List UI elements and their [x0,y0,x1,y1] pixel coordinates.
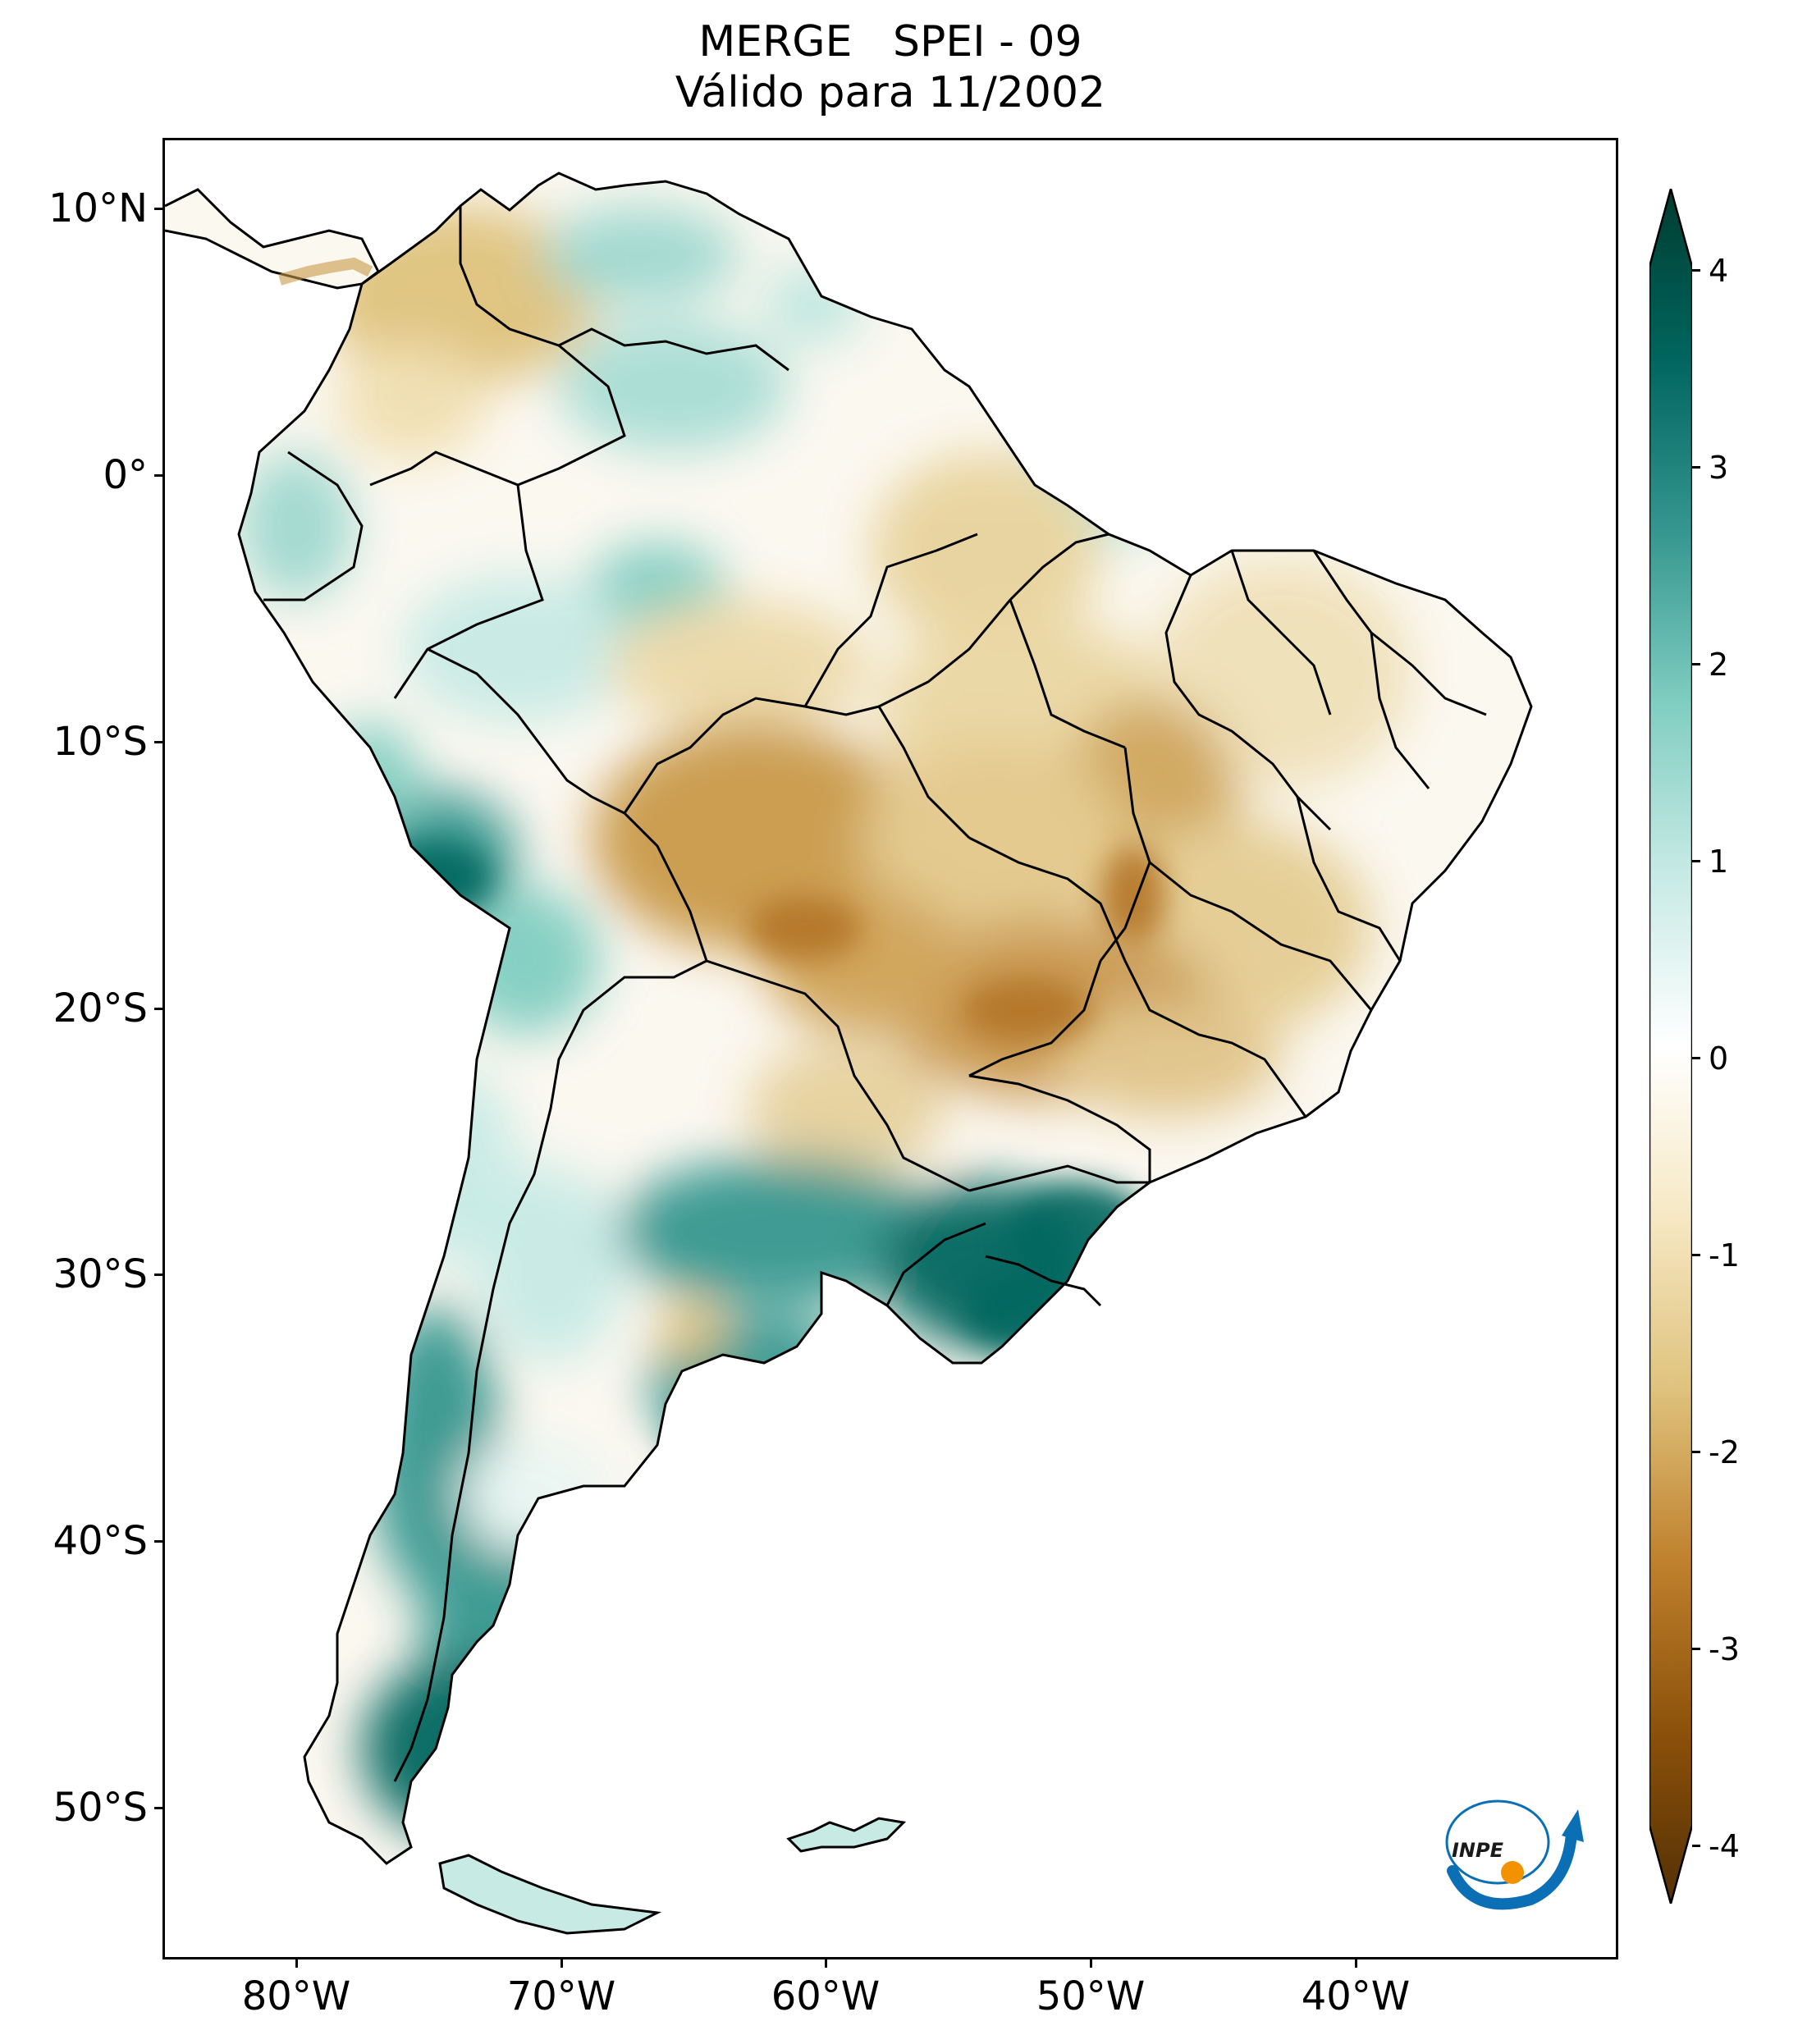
falkland-islands [786,1817,907,1853]
cbar-tick [1692,1057,1700,1059]
cbar-label-4: 4 [1709,253,1729,289]
ytick-mark [154,741,162,743]
ytick-mark [154,1540,162,1543]
political-borders [263,206,1487,1782]
cbar-label-neg1: -1 [1709,1237,1740,1273]
ytick-label-30s: 30°S [53,1251,148,1297]
cbar-tick [1692,1845,1700,1847]
ytick-label-0: 0° [103,452,148,498]
ytick-mark [154,1008,162,1010]
xtick-label-50w: 50°W [1036,1973,1146,2019]
map-title: MERGE SPEI - 09 Válido para 11/2002 [162,16,1618,118]
cbar-label-neg3: -3 [1709,1631,1740,1667]
cbar-tick [1692,466,1700,469]
ytick-mark [154,1807,162,1809]
spei-map-canvas [165,171,1533,1935]
title-line-2: Válido para 11/2002 [675,68,1106,117]
inpe-logo-icon: INPE [1445,1799,1584,1910]
cbar-tick [1692,1451,1700,1453]
ytick-label-20s: 20°S [53,985,148,1031]
ytick-label-10s: 10°S [53,719,148,765]
xtick-mark [295,1959,298,1968]
ytick-label-50s: 50°S [53,1785,148,1831]
xtick-label-60w: 60°W [771,1973,881,2019]
xtick-label-80w: 80°W [241,1973,351,2019]
xtick-label-70w: 70°W [506,1973,616,2019]
colorbar [1649,189,1692,1904]
cbar-tick [1692,269,1700,272]
tierra-del-fuego [438,1854,662,1935]
ytick-mark [154,208,162,210]
xtick-mark [1355,1959,1357,1968]
coastline [237,171,1533,1865]
colorbar-body [1649,189,1692,1904]
cbar-tick [1692,1648,1700,1650]
cbar-tick [1692,860,1700,862]
ytick-mark [154,1273,162,1276]
xtick-label-40w: 40°W [1301,1973,1411,2019]
cbar-tick [1692,663,1700,665]
cbar-tick [1692,1254,1700,1256]
central-america [165,188,380,290]
ytick-label-40s: 40°S [53,1518,148,1564]
xtick-mark [1090,1959,1092,1968]
cbar-label-2: 2 [1709,647,1729,683]
ytick-label-10n: 10°N [48,185,148,231]
cbar-label-neg4: -4 [1709,1828,1740,1864]
cbar-label-3: 3 [1709,450,1729,486]
cbar-label-0: 0 [1709,1040,1729,1077]
xtick-mark [825,1959,827,1968]
ytick-mark [154,474,162,477]
map-panel [162,138,1618,1959]
cbar-label-1: 1 [1709,844,1729,880]
cbar-label-neg2: -2 [1709,1434,1740,1470]
xtick-mark [560,1959,563,1968]
title-line-1: MERGE SPEI - 09 [698,17,1082,66]
logo-text: INPE [1452,1839,1504,1862]
